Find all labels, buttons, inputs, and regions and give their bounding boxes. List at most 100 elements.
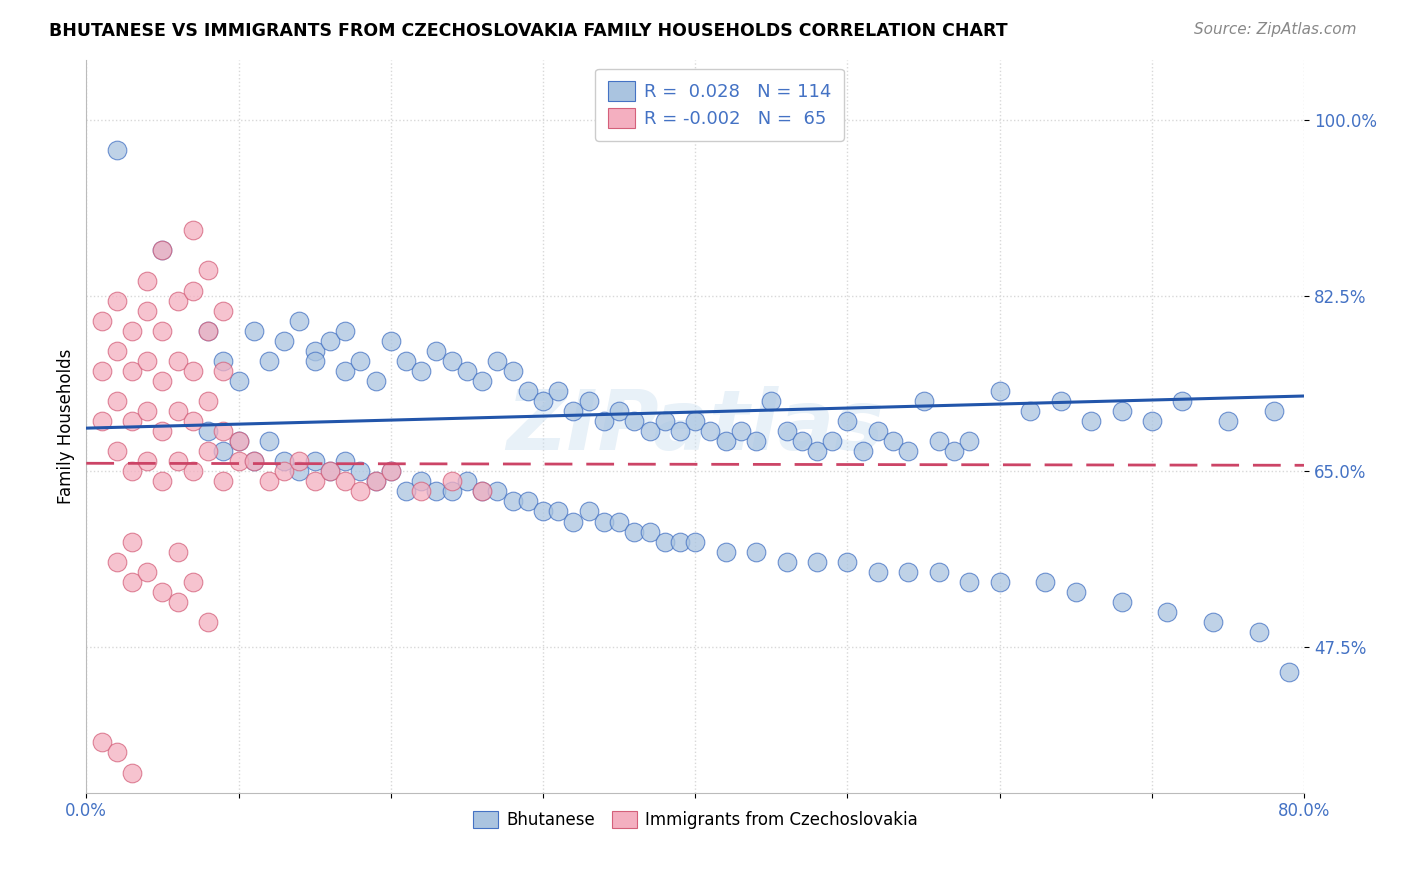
Point [745,434,768,449]
Point [912,394,935,409]
Point [197,263,219,277]
Point [866,424,889,438]
Point [121,414,143,428]
Point [775,555,797,569]
Point [1140,414,1163,428]
Point [1035,574,1057,589]
Point [928,434,950,449]
Point [1263,404,1285,418]
Point [531,504,554,518]
Point [364,475,387,489]
Point [136,565,159,579]
Point [166,293,188,308]
Point [166,404,188,418]
Point [319,334,342,348]
Point [304,354,326,368]
Point [228,454,250,468]
Point [516,494,538,508]
Point [212,424,235,438]
Point [152,244,174,258]
Point [471,484,494,499]
Point [957,574,980,589]
Point [1216,414,1239,428]
Point [440,484,463,499]
Point [425,343,447,358]
Point [121,534,143,549]
Point [380,464,402,478]
Point [866,565,889,579]
Point [623,524,645,539]
Point [105,746,128,760]
Point [623,414,645,428]
Point [136,303,159,318]
Point [288,314,311,328]
Point [197,394,219,409]
Point [1247,625,1270,640]
Point [957,434,980,449]
Point [806,555,828,569]
Point [228,434,250,449]
Point [1171,394,1194,409]
Point [897,444,920,458]
Text: ZIPatlas: ZIPatlas [506,385,884,467]
Point [897,565,920,579]
Point [121,324,143,338]
Point [136,404,159,418]
Point [90,735,112,749]
Point [547,504,569,518]
Point [136,354,159,368]
Point [121,765,143,780]
Point [242,324,264,338]
Point [988,384,1011,398]
Point [502,364,524,378]
Point [166,454,188,468]
Point [395,484,418,499]
Point [607,404,630,418]
Point [607,515,630,529]
Point [790,434,813,449]
Point [288,464,311,478]
Point [228,374,250,388]
Point [273,454,295,468]
Point [411,475,433,489]
Point [364,374,387,388]
Point [90,364,112,378]
Point [197,324,219,338]
Point [638,424,661,438]
Point [181,464,204,478]
Point [105,343,128,358]
Point [683,534,706,549]
Point [166,595,188,609]
Point [364,475,387,489]
Point [1111,595,1133,609]
Text: Source: ZipAtlas.com: Source: ZipAtlas.com [1194,22,1357,37]
Point [105,444,128,458]
Point [471,484,494,499]
Point [152,374,174,388]
Point [456,475,478,489]
Point [638,524,661,539]
Point [578,504,600,518]
Point [1156,605,1178,619]
Point [578,394,600,409]
Point [105,394,128,409]
Point [333,324,356,338]
Point [242,454,264,468]
Point [380,464,402,478]
Point [333,475,356,489]
Point [425,484,447,499]
Point [288,454,311,468]
Point [882,434,904,449]
Point [988,574,1011,589]
Point [304,343,326,358]
Point [471,374,494,388]
Point [714,544,737,558]
Point [1064,584,1087,599]
Point [197,444,219,458]
Point [547,384,569,398]
Point [121,464,143,478]
Point [242,454,264,468]
Point [152,324,174,338]
Point [837,414,859,428]
Point [152,424,174,438]
